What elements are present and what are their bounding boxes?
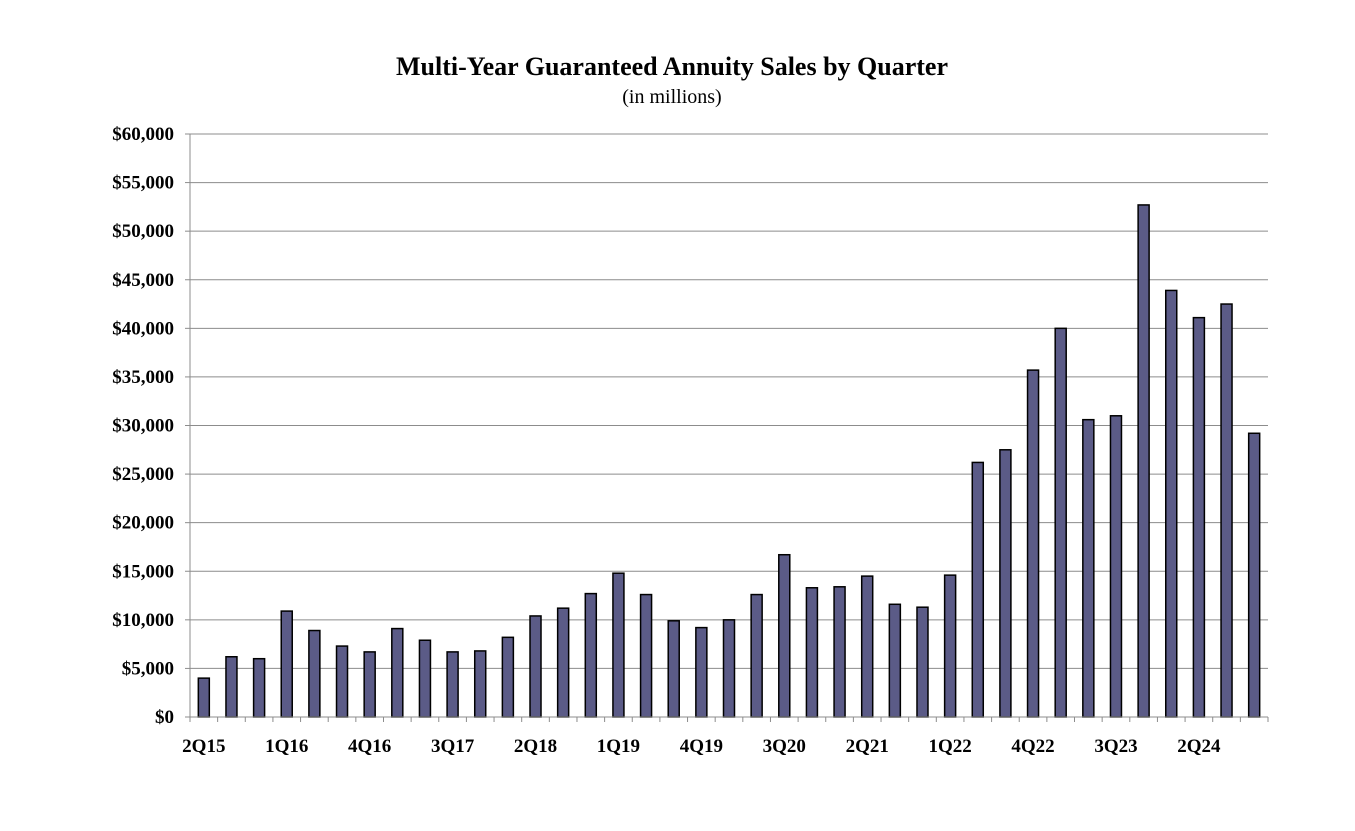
bar bbox=[999, 449, 1012, 718]
y-tick-label: $60,000 bbox=[112, 124, 174, 145]
x-tick-label: 1Q22 bbox=[928, 736, 971, 757]
x-tick-label: 1Q16 bbox=[265, 736, 308, 757]
x-tick-label: 4Q19 bbox=[680, 736, 723, 757]
y-tick-label: $20,000 bbox=[112, 513, 174, 534]
y-tick-label: $35,000 bbox=[112, 367, 174, 388]
bar bbox=[943, 574, 957, 718]
bar bbox=[1247, 432, 1261, 718]
bar bbox=[446, 651, 459, 718]
y-tick-label: $45,000 bbox=[112, 270, 174, 291]
x-tick-label: 2Q24 bbox=[1177, 736, 1221, 757]
x-tick-label: 3Q23 bbox=[1094, 736, 1137, 757]
bar bbox=[612, 572, 625, 718]
bar bbox=[667, 620, 680, 718]
bar bbox=[473, 650, 487, 718]
bar bbox=[501, 636, 515, 718]
bar bbox=[695, 626, 708, 718]
x-tick-label: 1Q19 bbox=[597, 736, 640, 757]
bar bbox=[1165, 289, 1178, 718]
bar bbox=[391, 627, 404, 718]
bar bbox=[971, 461, 985, 718]
bar bbox=[722, 619, 736, 718]
bar bbox=[916, 606, 929, 718]
x-tick-label: 2Q15 bbox=[182, 736, 225, 757]
y-tick-label: $5,000 bbox=[122, 658, 174, 679]
bar bbox=[1220, 303, 1233, 718]
bar bbox=[584, 592, 598, 718]
chart-title: Multi-Year Guaranteed Annuity Sales by Q… bbox=[395, 52, 949, 81]
bar bbox=[280, 610, 293, 718]
y-tick-label: $50,000 bbox=[112, 221, 174, 242]
bar bbox=[308, 629, 321, 718]
y-tick-label: $0 bbox=[155, 707, 174, 728]
chart-subtitle: (in millions) bbox=[622, 86, 722, 108]
bar bbox=[1109, 415, 1123, 718]
y-tick-label: $25,000 bbox=[112, 464, 174, 485]
bar bbox=[750, 593, 763, 718]
bar bbox=[556, 607, 570, 718]
bar bbox=[197, 677, 211, 718]
x-tick-label: 4Q16 bbox=[348, 736, 391, 757]
x-tick-label: 2Q18 bbox=[514, 736, 557, 757]
bar bbox=[888, 603, 902, 718]
x-tick-label: 3Q20 bbox=[763, 736, 806, 757]
bar bbox=[418, 639, 432, 718]
bar bbox=[363, 651, 376, 718]
bar bbox=[778, 553, 791, 718]
y-tick-label: $55,000 bbox=[112, 173, 174, 194]
x-tick-label: 3Q17 bbox=[431, 736, 475, 757]
bar bbox=[225, 656, 238, 718]
x-tick-label: 2Q21 bbox=[846, 736, 889, 757]
bar bbox=[833, 586, 846, 718]
bar bbox=[1137, 204, 1150, 718]
bar bbox=[1082, 418, 1095, 718]
bar bbox=[860, 575, 874, 718]
bar bbox=[1054, 327, 1067, 718]
y-tick-label: $30,000 bbox=[112, 416, 174, 437]
y-tick-label: $15,000 bbox=[112, 561, 174, 582]
bar bbox=[529, 615, 542, 718]
bar bbox=[639, 593, 653, 718]
bar bbox=[1026, 369, 1040, 718]
bar bbox=[1192, 316, 1206, 718]
bar bbox=[252, 657, 266, 718]
bar bbox=[805, 587, 819, 718]
y-tick-label: $10,000 bbox=[112, 610, 174, 631]
x-tick-label: 4Q22 bbox=[1011, 736, 1054, 757]
bar bbox=[335, 645, 349, 718]
y-tick-label: $40,000 bbox=[112, 318, 174, 339]
